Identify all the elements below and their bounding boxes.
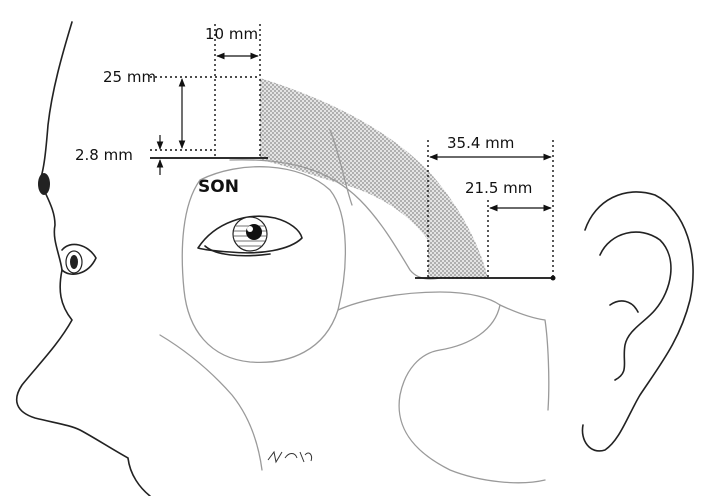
left-pupil xyxy=(70,255,78,269)
zygomatic-arch xyxy=(337,291,550,411)
baseline-endpoint xyxy=(550,275,556,281)
ear xyxy=(581,191,694,452)
skull-curve-inner xyxy=(329,129,353,206)
mandible-outline xyxy=(398,304,546,484)
signature xyxy=(267,450,312,464)
label-21-5mm: 21.5 mm xyxy=(465,179,532,197)
right-pupil xyxy=(246,224,262,240)
left-eye xyxy=(61,243,97,275)
ear-inner xyxy=(599,231,672,381)
face-profile xyxy=(15,21,151,496)
label-son: SON xyxy=(198,177,239,197)
lower-lid xyxy=(204,245,271,257)
ear-tragus xyxy=(609,300,639,313)
orbit-outline xyxy=(181,166,346,364)
eyebrow-mark xyxy=(38,173,50,195)
label-25mm: 25 mm xyxy=(103,68,156,86)
cheek-contour xyxy=(159,334,263,471)
shaded-zone xyxy=(260,78,488,278)
label-10mm: 10 mm xyxy=(205,25,258,43)
label-2-8mm: 2.8 mm xyxy=(75,146,133,164)
label-35-4mm: 35.4 mm xyxy=(447,134,514,152)
